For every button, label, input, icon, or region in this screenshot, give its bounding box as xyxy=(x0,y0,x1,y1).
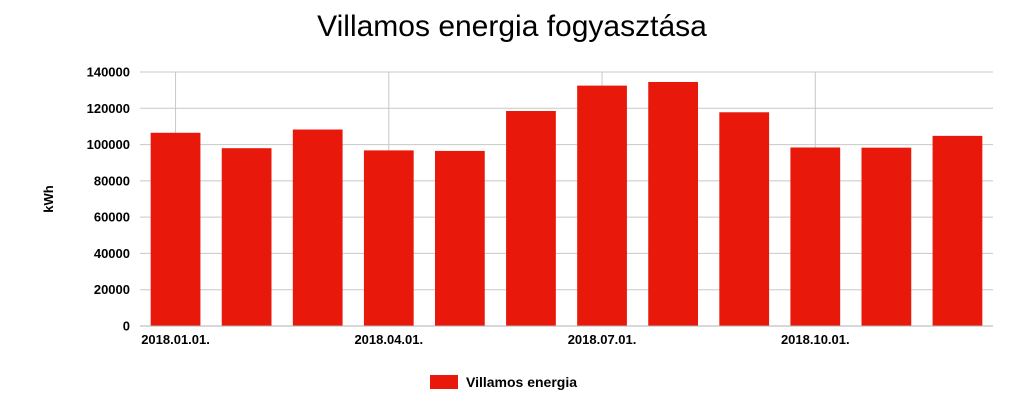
y-tick-label: 80000 xyxy=(94,173,130,188)
y-tick-label: 0 xyxy=(123,319,130,334)
y-tick-label: 140000 xyxy=(87,65,130,80)
y-tick-label: 100000 xyxy=(87,137,130,152)
x-tick-label: 2018.01.01. xyxy=(141,332,210,347)
bar xyxy=(150,132,201,326)
bar xyxy=(790,147,841,326)
y-tick-label: 20000 xyxy=(94,282,130,297)
y-tick-label: 60000 xyxy=(94,210,130,225)
x-tick-label: 2018.07.01. xyxy=(568,332,637,347)
bar xyxy=(648,81,699,326)
y-tick-label: 120000 xyxy=(87,101,130,116)
bar xyxy=(363,150,414,326)
bar xyxy=(861,147,912,326)
bar xyxy=(292,129,343,326)
bar xyxy=(221,148,272,326)
bars xyxy=(150,81,983,326)
x-tick-label: 2018.04.01. xyxy=(354,332,423,347)
legend-label: Villamos energia xyxy=(466,374,578,390)
bar xyxy=(506,111,556,326)
x-tick-label: 2018.10.01. xyxy=(781,332,850,347)
y-axis-title: kWh xyxy=(41,185,56,213)
bar xyxy=(577,85,627,326)
axes: 0 20000 40000 60000 80000 100000 120000 140000 2… xyxy=(87,65,993,347)
legend: Villamos energia xyxy=(430,374,577,390)
bar xyxy=(719,112,770,326)
bar xyxy=(932,135,983,326)
bar xyxy=(434,150,485,326)
y-tick-label: 40000 xyxy=(94,246,130,261)
chart-title: Villamos energia fogyasztása xyxy=(317,10,707,43)
legend-swatch xyxy=(430,375,458,389)
bar-chart: 0 20000 40000 60000 80000 100000 120000 140000 2… xyxy=(41,65,993,347)
